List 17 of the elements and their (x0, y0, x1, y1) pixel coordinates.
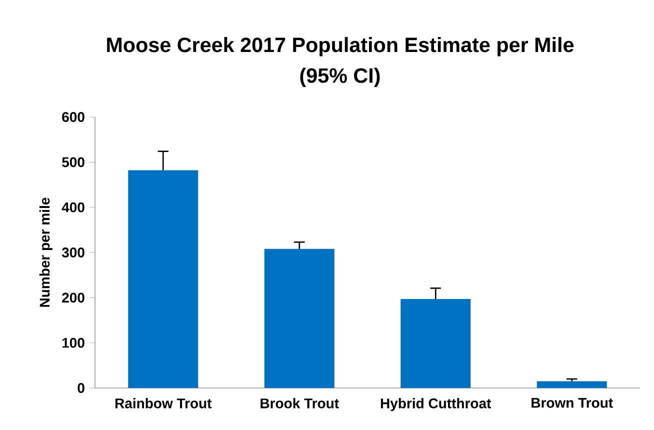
chart-title: Moose Creek 2017 Population Estimate per Mile (95% CI) (107, 37, 574, 87)
y-axis-title: Number per mile (39, 198, 52, 307)
x-tick-label: Brook Trout (260, 398, 339, 408)
y-tick-label: 500 (62, 157, 84, 168)
bar (400, 299, 471, 388)
y-tick-label: 100 (62, 338, 84, 348)
y-tick-label: 400 (62, 202, 84, 212)
x-tick-label: Rainbow Trout (115, 398, 212, 408)
bar (128, 170, 198, 388)
bar (536, 381, 607, 388)
y-tick-label: 300 (62, 248, 84, 258)
bar (264, 248, 334, 388)
x-tick-label: Hybrid Cutthroat (380, 398, 492, 412)
x-tick-label: Brown Trout (532, 398, 613, 408)
y-tick-label: 200 (62, 292, 84, 303)
y-tick-label: 600 (62, 112, 84, 122)
y-tick-label: 0 (78, 383, 84, 393)
